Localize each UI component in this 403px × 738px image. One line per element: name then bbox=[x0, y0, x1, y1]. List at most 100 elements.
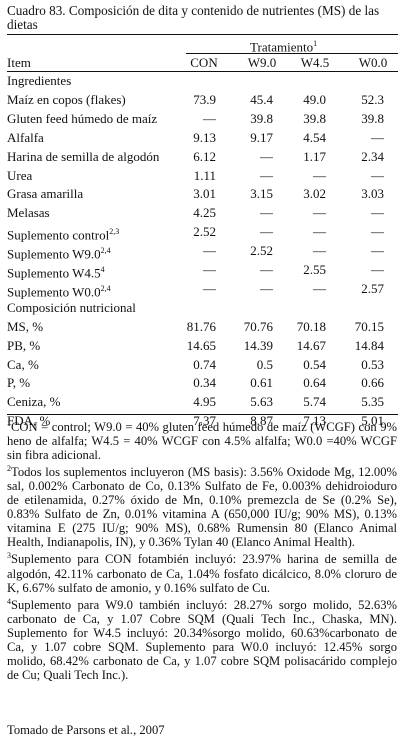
table-cell: 2.55 bbox=[303, 262, 326, 277]
table-cell: 45.4 bbox=[250, 91, 273, 107]
table-cell: 70.15 bbox=[354, 318, 384, 334]
table-cell: 49.0 bbox=[303, 91, 326, 107]
bottom-rule bbox=[7, 414, 398, 415]
row-label: PB, % bbox=[7, 337, 41, 353]
table-cell: 2.52 bbox=[193, 224, 216, 240]
row-label: Suplemento W0.02,4 bbox=[7, 283, 111, 300]
table-cell: 4.95 bbox=[193, 394, 216, 410]
table-cell: 73.9 bbox=[193, 91, 216, 107]
table-cell: 3.15 bbox=[250, 186, 273, 202]
table-cell: 0.61 bbox=[250, 375, 273, 391]
table-cell: 39.8 bbox=[303, 110, 326, 126]
item-header: Item bbox=[7, 55, 31, 70]
table-cell: 5.01 bbox=[361, 413, 384, 429]
table-cell: 52.3 bbox=[361, 91, 384, 107]
table-cell: — bbox=[260, 280, 273, 296]
row-label: Grasa amarilla bbox=[7, 186, 84, 202]
table-cell: 0.54 bbox=[303, 356, 326, 372]
row-label: Ceniza, % bbox=[7, 394, 61, 410]
footnote-4: 4Suplemento para W9.0 también incluyó: 2… bbox=[7, 596, 397, 682]
row-label: P, % bbox=[7, 375, 31, 391]
table-cell: 0.5 bbox=[256, 356, 273, 372]
treatment-group-label: Tratamiento bbox=[250, 39, 314, 55]
col-header-w00: W0.0 bbox=[358, 55, 388, 70]
table-cell: 14.84 bbox=[354, 337, 384, 353]
row-label: Suplemento control2,3 bbox=[7, 227, 120, 243]
row-label: Melasas bbox=[7, 205, 50, 221]
table-cell: 0.34 bbox=[193, 375, 216, 391]
table-cell: 1.11 bbox=[193, 167, 216, 183]
table-cell: — bbox=[203, 110, 216, 126]
table-cell: — bbox=[260, 262, 273, 277]
table-cell: 0.74 bbox=[193, 356, 216, 372]
row-label: FDA, % bbox=[7, 413, 51, 429]
row-label: Alfalfa bbox=[7, 129, 44, 145]
table-cell: — bbox=[313, 224, 326, 240]
table-cell: — bbox=[371, 129, 384, 145]
table-cell: 6.12 bbox=[193, 148, 216, 164]
table-cell: 0.64 bbox=[303, 375, 326, 391]
table-cell: 7.13 bbox=[303, 413, 326, 429]
table-cell: 9.17 bbox=[250, 129, 273, 145]
footnote-3: 3Suplemento para CON fotambién incluyó: … bbox=[7, 551, 397, 595]
table-cell: 3.01 bbox=[193, 186, 216, 202]
row-label: Harina de semilla de algodón bbox=[7, 148, 160, 164]
source-citation: Tomado de Parsons et al., 2007 bbox=[7, 723, 165, 737]
table-cell: 4.25 bbox=[193, 205, 216, 221]
table-cell: — bbox=[260, 148, 273, 164]
table-cell: 5.35 bbox=[361, 394, 384, 410]
table-cell: — bbox=[371, 243, 384, 259]
row-label: Urea bbox=[7, 167, 33, 183]
row-label: MS, % bbox=[7, 318, 44, 334]
footnote-2: 2Todos los suplementos incluyeron (MS ba… bbox=[7, 464, 397, 550]
table-cell: 7.37 bbox=[193, 413, 216, 429]
table-cell: 3.02 bbox=[303, 186, 326, 202]
table-cell: — bbox=[371, 167, 384, 183]
table-cell: 70.18 bbox=[296, 318, 326, 334]
table-cell: 0.66 bbox=[361, 375, 384, 391]
table-cell: — bbox=[313, 205, 326, 221]
footnotes: 1CON = control; W9.0 = 40% gluten feed h… bbox=[7, 417, 397, 682]
table-cell: 8.87 bbox=[250, 413, 273, 429]
treatment-subrule bbox=[186, 53, 398, 54]
table-cell: — bbox=[260, 167, 273, 183]
table-cell: — bbox=[260, 224, 273, 240]
table-cell: 0.53 bbox=[361, 356, 384, 372]
table-cell: — bbox=[260, 205, 273, 221]
table-cell: — bbox=[203, 243, 216, 259]
table-cell: 14.39 bbox=[243, 337, 273, 353]
table-cell: — bbox=[371, 262, 384, 277]
table-cell: 14.67 bbox=[296, 337, 326, 353]
table-cell: 1.17 bbox=[303, 148, 326, 164]
table-cell: — bbox=[313, 280, 326, 296]
table-caption: Cuadro 83. Composición de dita y conteni… bbox=[7, 3, 380, 32]
top-rule bbox=[7, 34, 398, 35]
table-cell: 3.03 bbox=[361, 186, 384, 202]
row-label: Composición nutricional bbox=[7, 299, 136, 315]
row-label: Ingredientes bbox=[7, 73, 72, 88]
table-cell: — bbox=[203, 262, 216, 277]
table-cell: 4.54 bbox=[303, 129, 326, 145]
col-header-con: CON bbox=[190, 55, 218, 70]
col-header-w45: W4.5 bbox=[300, 55, 330, 70]
table-cell: 2.34 bbox=[361, 148, 384, 164]
header-rule bbox=[7, 71, 398, 72]
table-cell: — bbox=[371, 224, 384, 240]
table-cell: — bbox=[313, 167, 326, 183]
row-label: Ca, % bbox=[7, 356, 39, 372]
row-label: Maíz en copos (flakes) bbox=[7, 91, 126, 107]
table-cell: 81.76 bbox=[186, 318, 216, 334]
treatment-group-header: Tratamiento1 bbox=[250, 37, 317, 54]
row-label: Suplemento W4.54 bbox=[7, 265, 105, 281]
table-cell: — bbox=[313, 243, 326, 259]
table-cell: 2.52 bbox=[250, 243, 273, 259]
table-cell: 39.8 bbox=[361, 110, 384, 126]
col-header-w90: W9.0 bbox=[247, 55, 277, 70]
table-cell: — bbox=[371, 205, 384, 221]
table-cell: 5.63 bbox=[250, 394, 273, 410]
table-cell: 5.74 bbox=[303, 394, 326, 410]
table-cell: 2.57 bbox=[361, 280, 384, 296]
table-cell: 39.8 bbox=[250, 110, 273, 126]
row-label: Gluten feed húmedo de maíz bbox=[7, 110, 158, 126]
table-cell: 14.65 bbox=[186, 337, 216, 353]
